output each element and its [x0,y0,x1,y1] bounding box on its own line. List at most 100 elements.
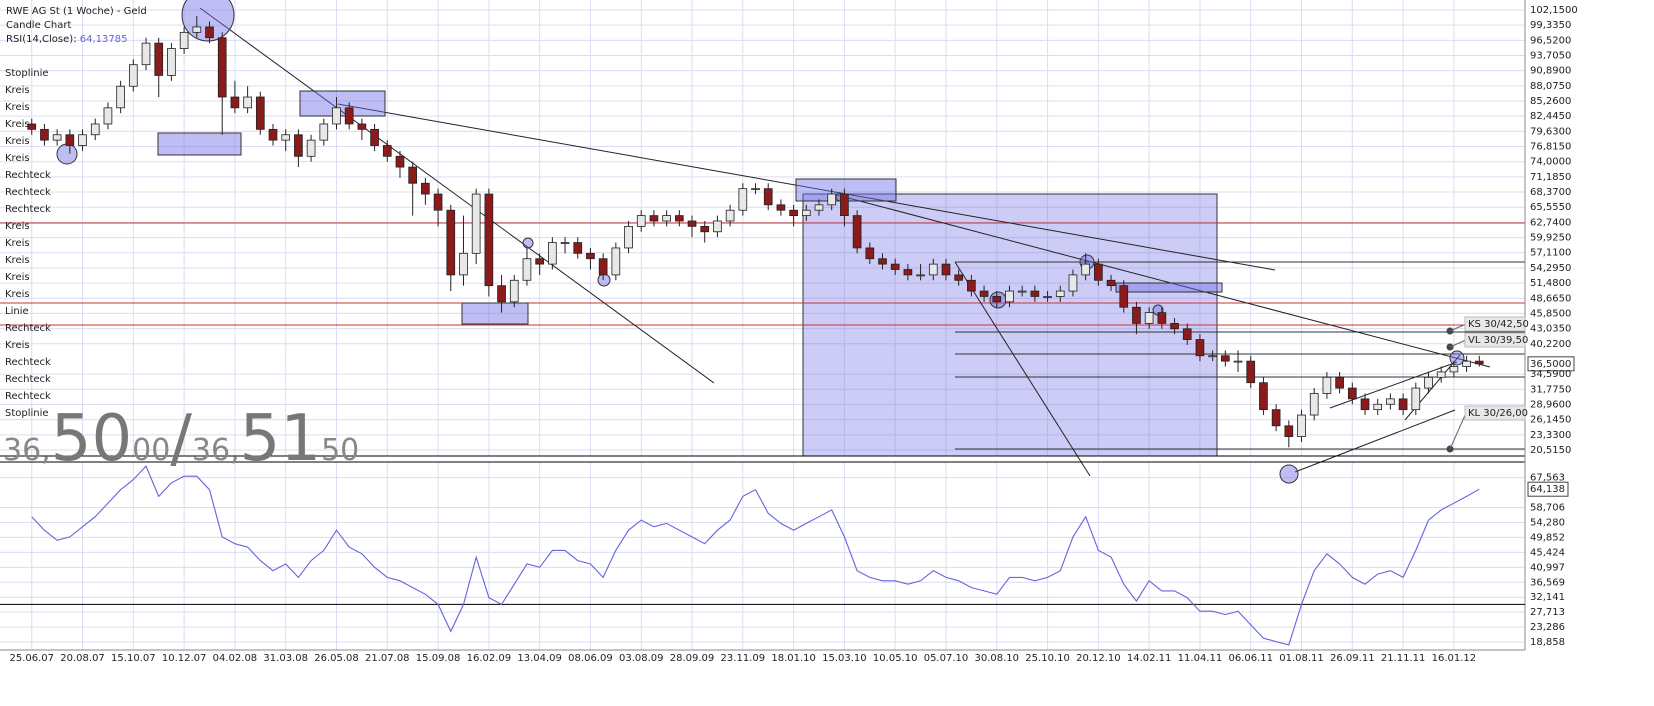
y-tick-label: 54,2950 [1530,263,1571,274]
candle-body [1449,366,1459,373]
candle-body [1220,355,1230,362]
object-list-item: Kreis [5,153,30,164]
candle-body [433,193,443,211]
trend-line [199,7,715,384]
candle-body [1195,339,1205,357]
rsi-marker-box [1527,481,1569,497]
y-tick-label: 62,7400 [1530,217,1571,228]
candle-body [598,258,608,276]
candle-body [65,134,75,146]
x-tick-label: 25.06.07 [9,653,54,664]
y-tick-label: 65,5550 [1530,202,1571,213]
candle-body [636,215,646,227]
candle-body [763,188,773,206]
y-tick-label: 88,0750 [1530,81,1571,92]
x-tick-label: 10.05.10 [873,653,918,664]
candle-body [1055,290,1065,297]
drawing-objects [0,0,1526,651]
candle-body [268,128,278,141]
quote-part: 50 [321,433,359,468]
y-tick-label: 40,997 [1530,562,1565,573]
trend-line [1329,361,1458,409]
candle-body [776,204,786,211]
object-list-item: Rechteck [5,187,51,198]
x-tick-label: 20.08.07 [60,653,105,664]
candle-body [954,274,964,281]
candle-body [649,215,659,222]
indicator-name: RSI(14,Close): [6,34,77,45]
candle-body [40,128,49,141]
candle-body [509,279,519,303]
candle-body [725,209,735,222]
candle-body [1081,263,1090,276]
object-list-item: Linie [5,306,29,317]
candle-body [255,96,265,130]
candle-body [319,123,329,141]
x-tick-label: 05.07.10 [924,653,969,664]
candle-body [1297,414,1306,437]
candle-body [1347,387,1357,400]
quote-part: 50 [51,402,132,476]
x-tick-label: 31.03.08 [263,653,308,664]
candle-body [1170,323,1179,330]
circle [522,237,534,249]
candle-body [154,42,164,76]
candle-body [801,209,811,217]
candle-body [1246,360,1256,384]
candle-body [941,263,951,276]
object-list-item: Rechteck [5,323,51,334]
circle [1279,464,1299,484]
x-tick-label: 18.01.10 [771,653,816,664]
x-tick-label: 30.08.10 [975,653,1020,664]
y-tick-label: 43,0350 [1530,324,1571,335]
object-list-item: Kreis [5,238,30,249]
x-tick-label: 03.08.09 [619,653,664,664]
candle-body [967,279,976,292]
candle-body [1271,409,1281,427]
y-tick-label: 49,852 [1530,532,1565,543]
candle-body [878,258,887,265]
candle-body [573,242,583,254]
object-list-item: Kreis [5,102,30,113]
y-tick-label: 79,6300 [1530,126,1571,137]
candle-body [179,31,189,49]
candle-body [332,107,341,125]
y-tick-label: 59,9250 [1530,233,1571,244]
candle-body [1360,398,1370,411]
x-tick-label: 16.01.12 [1432,653,1477,664]
candle-body [52,134,62,141]
candle-body [1424,376,1433,389]
annotation-leader [1449,323,1467,332]
y-tick-label: 36,569 [1530,577,1565,588]
candle-body [1068,274,1078,292]
candle-body [1119,285,1129,308]
annotation-box [1464,332,1526,348]
data-marks [0,16,1575,646]
x-tick-label: 14.02.11 [1127,653,1172,664]
quote-separator: / [170,402,192,476]
quote-part: 51 [240,402,321,476]
y-tick-label: 26,1450 [1530,415,1571,426]
y-tick-label: 67,563 [1530,473,1565,484]
candle-body [1182,328,1192,340]
candle-body [421,182,430,195]
y-tick-label: 23,3300 [1530,430,1571,441]
y-tick-label: 93,7050 [1530,50,1571,61]
candle-body [1094,263,1103,281]
candle-body [928,263,938,276]
candle-body [1309,393,1319,416]
y-tick-label: 18,858 [1530,637,1565,648]
y-tick-label: 58,706 [1530,503,1565,514]
y-tick-label: 54,280 [1530,517,1565,528]
object-list-item: Rechteck [5,391,51,402]
candle-body [382,145,392,157]
candle-body [751,188,760,191]
candle-body [243,96,252,109]
x-tick-label: 11.04.11 [1178,653,1223,664]
candle-body [979,290,989,297]
object-list-item: Kreis [5,136,30,147]
candle-body [484,193,494,287]
candle-body [408,166,418,184]
candle-body [903,269,913,276]
